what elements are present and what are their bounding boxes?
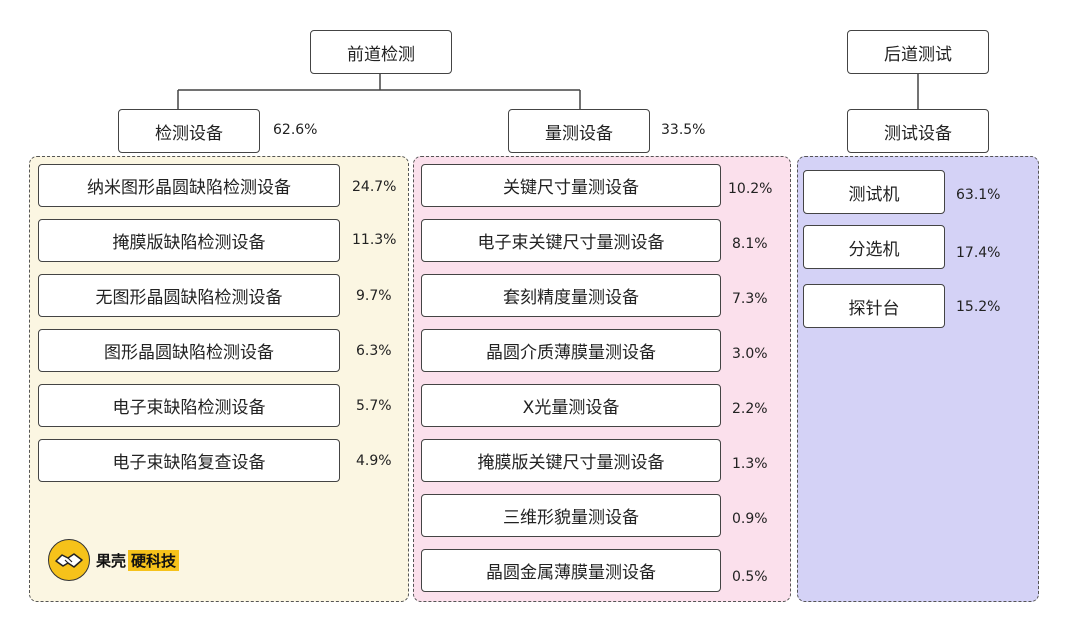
inspection-item: 图形晶圆缺陷检测设备 <box>38 329 340 372</box>
test-equipment-box: 测试设备 <box>847 109 989 153</box>
inspection-item: 电子束缺陷检测设备 <box>38 384 340 427</box>
handshake-icon <box>48 539 90 581</box>
inspection-item: 纳米图形晶圆缺陷检测设备 <box>38 164 340 207</box>
logo: 果壳 硬科技 <box>48 538 180 582</box>
logo-name: 果壳 <box>96 551 127 570</box>
test-panel <box>797 156 1039 602</box>
metrology-item: 晶圆介质薄膜量测设备 <box>421 329 721 372</box>
inspection-item: 电子束缺陷复查设备 <box>38 439 340 482</box>
metrology-item-pct: 1.3% <box>732 456 768 472</box>
back-test-box: 后道测试 <box>847 30 989 74</box>
test-item: 分选机 <box>803 225 945 269</box>
metrology-item: 套刻精度量测设备 <box>421 274 721 317</box>
metrology-item: 三维形貌量测设备 <box>421 494 721 537</box>
metrology-item: 关键尺寸量测设备 <box>421 164 721 207</box>
inspection-item: 掩膜版缺陷检测设备 <box>38 219 340 262</box>
metrology-item-pct: 8.1% <box>732 236 768 252</box>
metrology-item: 掩膜版关键尺寸量测设备 <box>421 439 721 482</box>
logo-highlight: 硬科技 <box>128 549 180 571</box>
metrology-item-pct: 0.5% <box>732 569 768 585</box>
metrology-item-pct: 10.2% <box>728 181 773 197</box>
metrology-item-pct: 0.9% <box>732 511 768 527</box>
inspection-equipment-pct: 62.6% <box>273 122 318 138</box>
metrology-equipment-pct: 33.5% <box>661 122 706 138</box>
inspection-item-pct: 6.3% <box>356 343 392 359</box>
metrology-item-pct: 3.0% <box>732 346 768 362</box>
test-item-pct: 17.4% <box>956 245 1001 261</box>
metrology-item: 电子束关键尺寸量测设备 <box>421 219 721 262</box>
inspection-equipment-box: 检测设备 <box>118 109 260 153</box>
test-item: 探针台 <box>803 284 945 328</box>
inspection-item: 无图形晶圆缺陷检测设备 <box>38 274 340 317</box>
inspection-item-pct: 11.3% <box>352 232 397 248</box>
metrology-equipment-box: 量测设备 <box>508 109 650 153</box>
inspection-item-pct: 5.7% <box>356 398 392 414</box>
inspection-item-pct: 9.7% <box>356 288 392 304</box>
inspection-item-pct: 4.9% <box>356 453 392 469</box>
metrology-item-pct: 7.3% <box>732 291 768 307</box>
front-inspection-box: 前道检测 <box>310 30 452 74</box>
test-item: 测试机 <box>803 170 945 214</box>
inspection-item-pct: 24.7% <box>352 179 397 195</box>
test-item-pct: 15.2% <box>956 299 1001 315</box>
metrology-item: X光量测设备 <box>421 384 721 427</box>
metrology-item: 晶圆金属薄膜量测设备 <box>421 549 721 592</box>
test-item-pct: 63.1% <box>956 187 1001 203</box>
metrology-item-pct: 2.2% <box>732 401 768 417</box>
